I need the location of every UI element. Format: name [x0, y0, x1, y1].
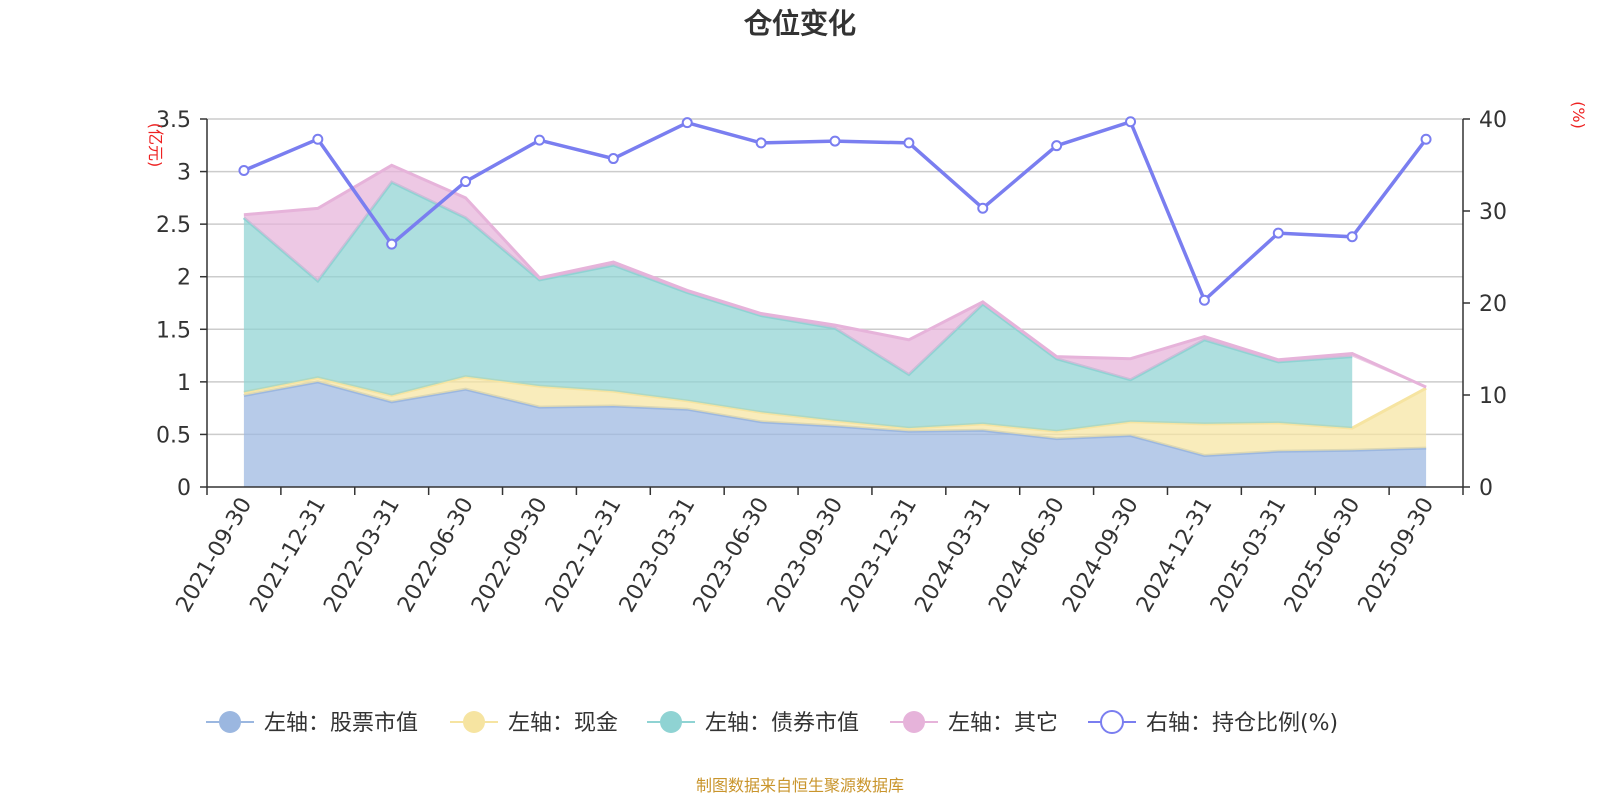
left-axis-unit: (亿元) [146, 123, 165, 168]
x-tick-label: 2022-09-30 [467, 494, 553, 617]
legend-item-0: 左轴：股票市值 [206, 711, 418, 736]
ratio-point [312, 133, 324, 145]
x-tick-label: 2024-06-30 [984, 494, 1070, 617]
area-edge-3 [243, 163, 1427, 389]
holding-ratio-line [238, 116, 1432, 306]
left-tick-label: 2 [177, 266, 191, 291]
right-axis-unit: (%) [1569, 101, 1588, 129]
x-tick-label: 2023-09-30 [763, 494, 849, 617]
x-tick-label: 2025-06-30 [1280, 494, 1366, 617]
ratio-point [386, 238, 398, 250]
legend-label: 左轴：现金 [508, 711, 618, 736]
source-note: 制图数据来自恒生聚源数据库 [696, 776, 904, 795]
legend-marker [660, 711, 682, 733]
legend-label: 左轴：债券市值 [705, 711, 859, 736]
ratio-point [1125, 116, 1137, 128]
ratio-point [533, 134, 545, 146]
legend-marker [1100, 710, 1124, 734]
left-tick-label: 3.5 [156, 108, 191, 133]
x-tick-label: 2022-03-31 [319, 494, 405, 617]
left-tick-label: 1 [177, 371, 191, 396]
left-tick-label: 0 [177, 476, 191, 501]
ratio-point [238, 165, 250, 177]
right-tick-label: 0 [1479, 476, 1493, 501]
x-tick-label: 2021-12-31 [245, 494, 331, 617]
legend-item-2: 左轴：债券市值 [647, 711, 859, 736]
area-1 [243, 376, 1427, 456]
legend-marker [903, 711, 925, 733]
ratio-point [755, 137, 767, 149]
x-tick-label: 2024-03-31 [910, 493, 996, 616]
ratio-point [1346, 231, 1358, 243]
left-tick-label: 0.5 [156, 423, 191, 448]
ratio-point [903, 137, 915, 149]
stacked-areas [242, 163, 1427, 487]
x-tick-label: 2023-12-31 [836, 494, 922, 617]
area-3 [243, 165, 1427, 389]
legend-label: 左轴：其它 [948, 711, 1058, 736]
right-tick-label: 10 [1479, 384, 1507, 409]
x-tick-label: 2023-03-31 [615, 494, 701, 617]
x-tick-label: 2022-12-31 [541, 494, 627, 617]
ratio-point [681, 117, 693, 129]
ratio-point [1051, 140, 1063, 152]
right-tick-label: 30 [1479, 200, 1507, 225]
legend-marker [463, 711, 485, 733]
left-tick-label: 2.5 [156, 213, 191, 238]
x-tick-label: 2022-06-30 [393, 494, 479, 617]
x-tick-label: 2025-09-30 [1354, 494, 1440, 617]
chart-title: 仓位变化 [744, 7, 856, 40]
x-tick-label: 2024-12-31 [1132, 494, 1218, 617]
ratio-point [607, 153, 619, 165]
legend-item-3: 左轴：其它 [890, 711, 1058, 736]
x-tick-label: 2025-03-31 [1206, 494, 1292, 617]
x-tick-label: 2021-09-30 [172, 494, 258, 617]
legend-label: 左轴：股票市值 [264, 711, 418, 736]
ratio-point [829, 135, 841, 147]
right-tick-label: 20 [1479, 292, 1507, 317]
ratio-point [977, 202, 989, 214]
ratio-point [1420, 133, 1432, 145]
ratio-point [460, 176, 472, 188]
x-tick-label: 2023-06-30 [689, 494, 775, 617]
x-tick-label: 2024-09-30 [1058, 494, 1144, 617]
legend-label: 右轴：持仓比例(%) [1146, 711, 1338, 736]
ratio-point [1198, 294, 1210, 306]
left-tick-label: 1.5 [156, 318, 191, 343]
area-2 [243, 182, 1353, 432]
legend-marker [219, 711, 241, 733]
right-tick-label: 40 [1479, 108, 1507, 133]
legend-item-1: 左轴：现金 [450, 711, 618, 736]
ratio-point [1272, 227, 1284, 239]
legend-item-4: 右轴：持仓比例(%) [1088, 710, 1338, 736]
left-tick-label: 3 [177, 161, 191, 186]
legend: 左轴：股票市值 左轴：现金 左轴：债券市值 左轴：其它 右轴：持仓比例(%) [206, 710, 1338, 736]
